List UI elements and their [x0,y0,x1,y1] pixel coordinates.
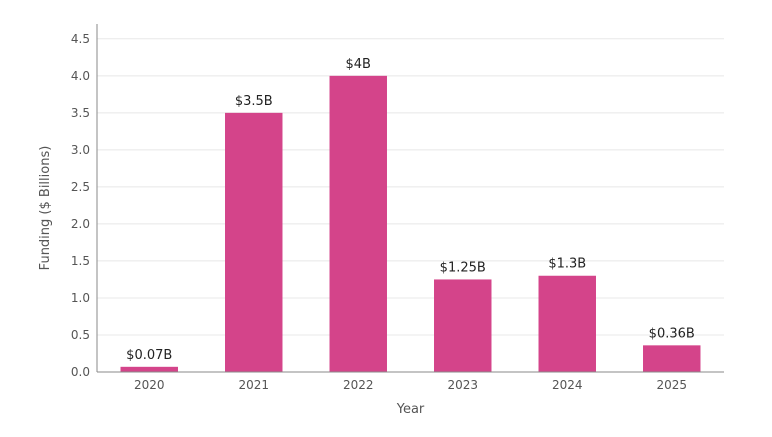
y-tick-label: 4.0 [71,69,90,83]
grid-lines [97,38,724,336]
x-tick-label: 2021 [238,378,269,392]
y-tick-label: 1.0 [71,291,90,305]
y-tick-label: 2.0 [71,217,90,231]
x-tick-label: 2020 [134,378,165,392]
y-tick-label: 0.5 [71,328,90,342]
y-axis-ticks: 0.0 0.5 1.0 1.5 2.0 2.5 3.0 3.5 4.0 4.5 [71,32,90,379]
bar-2020 [120,366,178,372]
data-label-2024: $1.3B [548,257,586,272]
bar-2022 [329,75,387,373]
x-axis-title: Year [396,402,425,417]
x-tick-label: 2022 [343,378,374,392]
bar-2021 [225,112,283,372]
data-label-2025: $0.36B [649,326,695,341]
x-tick-label: 2023 [447,378,478,392]
y-tick-label: 4.5 [71,32,90,46]
y-axis-title: Funding ($ Billions) [38,146,53,271]
bar-2024 [538,275,596,372]
y-tick-label: 3.0 [71,143,90,157]
bars [120,75,701,373]
bar-2023 [434,279,492,372]
x-tick-label: 2024 [552,378,583,392]
data-labels: $0.07B $3.5B $4B $1.25B $1.3B $0.36B [126,57,695,363]
y-tick-label: 1.5 [71,254,90,268]
data-label-2021: $3.5B [235,94,273,109]
y-tick-label: 3.5 [71,106,90,120]
data-label-2023: $1.25B [440,260,486,275]
y-tick-label: 0.0 [71,365,90,379]
x-tick-label: 2025 [656,378,687,392]
data-label-2020: $0.07B [126,348,172,363]
x-axis-ticks: 2020 2021 2022 2023 2024 2025 [134,378,687,392]
axes [96,24,724,373]
y-tick-label: 2.5 [71,180,90,194]
bar-2025 [643,345,701,372]
data-label-2022: $4B [346,57,371,72]
